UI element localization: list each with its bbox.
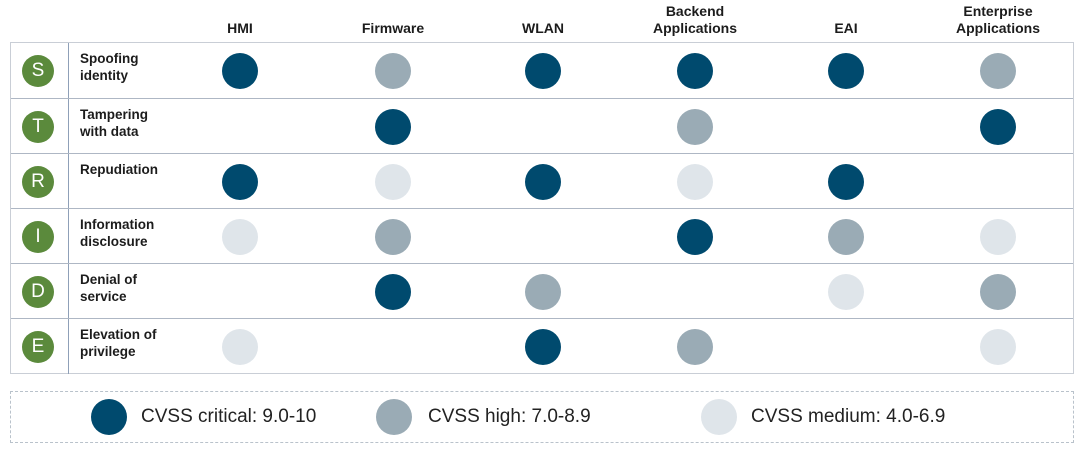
row-letter-cell: S	[11, 43, 69, 98]
rating-dot-high	[980, 53, 1016, 89]
threat-label: Elevation of privilege	[80, 327, 157, 359]
row-letter-cell: R	[11, 154, 69, 208]
threat-label: Tampering with data	[80, 107, 149, 139]
matrix-row: E Elevation of privilege	[11, 318, 1073, 374]
rating-dot-medium	[980, 219, 1016, 255]
rating-dot-critical	[677, 219, 713, 255]
legend-label-medium: CVSS medium: 4.0-6.9	[751, 406, 946, 427]
matrix-row: T Tampering with data	[11, 98, 1073, 153]
legend-dot-high	[376, 399, 412, 435]
rating-dot-critical	[525, 53, 561, 89]
row-letter-cell: I	[11, 209, 69, 263]
stride-letter-badge: D	[22, 276, 54, 308]
rating-dot-high	[828, 219, 864, 255]
rating-dot-high	[677, 109, 713, 145]
column-header: HMI	[227, 20, 253, 36]
rating-dot-critical	[828, 53, 864, 89]
matrix-row: S Spoofing identity	[11, 43, 1073, 98]
rating-dot-critical	[222, 164, 258, 200]
rating-dot-high	[980, 274, 1016, 310]
cvss-legend: CVSS critical: 9.0-10 CVSS high: 7.0-8.9 C…	[10, 391, 1074, 443]
column-header: EAI	[834, 20, 858, 36]
threat-label: Repudiation	[80, 162, 158, 177]
stride-letter-badge: T	[22, 111, 54, 143]
column-header: Firmware	[361, 20, 425, 36]
matrix-row: I Information disclosure	[11, 208, 1073, 263]
row-letter-cell: T	[11, 99, 69, 153]
rating-dot-high	[375, 53, 411, 89]
column-header: WLAN	[522, 20, 564, 36]
rating-dot-medium	[677, 164, 713, 200]
rating-dot-critical	[980, 109, 1016, 145]
threat-label: Denial of service	[80, 272, 138, 304]
legend-dot-critical	[91, 399, 127, 435]
rating-dot-critical	[375, 109, 411, 145]
rating-dot-medium	[375, 164, 411, 200]
stride-matrix: S Spoofing identity T Tampering with data R R…	[10, 42, 1074, 374]
stride-letter-badge: E	[22, 331, 54, 363]
rating-dot-medium	[980, 329, 1016, 365]
threat-label: Information disclosure	[80, 217, 155, 249]
matrix-row: D Denial of service	[11, 263, 1073, 318]
row-letter-cell: D	[11, 264, 69, 318]
rating-dot-medium	[828, 274, 864, 310]
rating-dot-medium	[222, 219, 258, 255]
legend-dot-medium	[701, 399, 737, 435]
legend-label-critical: CVSS critical: 9.0-10	[141, 406, 317, 427]
legend-label-high: CVSS high: 7.0-8.9	[428, 406, 591, 427]
rating-dot-critical	[525, 329, 561, 365]
rating-dot-medium	[222, 329, 258, 365]
threat-label: Spoofing identity	[80, 51, 139, 83]
column-header: Enterprise Applications	[955, 3, 1040, 36]
rating-dot-high	[677, 329, 713, 365]
matrix-row: R Repudiation	[11, 153, 1073, 208]
rating-dot-critical	[222, 53, 258, 89]
stride-letter-badge: R	[22, 166, 54, 198]
rating-dot-high	[525, 274, 561, 310]
row-letter-cell: E	[11, 319, 69, 374]
rating-dot-high	[375, 219, 411, 255]
rating-dot-critical	[677, 53, 713, 89]
stride-letter-badge: S	[22, 55, 54, 87]
column-header: Backend Applications	[652, 3, 737, 36]
stride-letter-badge: I	[22, 221, 54, 253]
rating-dot-critical	[375, 274, 411, 310]
rating-dot-critical	[828, 164, 864, 200]
rating-dot-critical	[525, 164, 561, 200]
